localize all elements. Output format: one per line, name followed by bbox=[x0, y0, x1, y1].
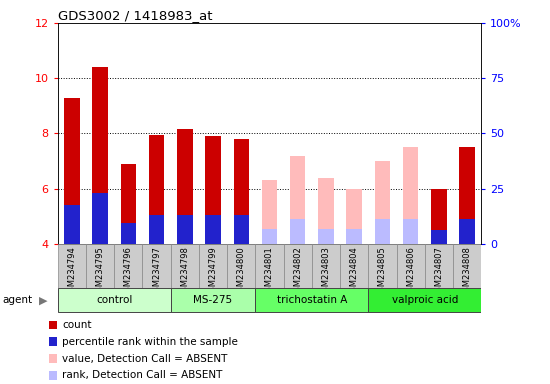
Bar bbox=[262, 228, 277, 244]
Bar bbox=[318, 177, 334, 244]
Bar bbox=[431, 230, 447, 244]
Text: valproic acid: valproic acid bbox=[392, 295, 458, 305]
Text: GSM234798: GSM234798 bbox=[180, 246, 189, 297]
Bar bbox=[397, 244, 425, 288]
Bar bbox=[368, 288, 481, 313]
Bar bbox=[58, 288, 170, 313]
Text: GSM234797: GSM234797 bbox=[152, 246, 161, 297]
Text: percentile rank within the sample: percentile rank within the sample bbox=[62, 337, 238, 347]
Bar bbox=[368, 244, 397, 288]
Bar bbox=[92, 67, 108, 244]
Text: GSM234805: GSM234805 bbox=[378, 246, 387, 297]
Text: MS-275: MS-275 bbox=[194, 295, 233, 305]
Bar bbox=[453, 244, 481, 288]
Bar bbox=[205, 136, 221, 244]
Text: GSM234801: GSM234801 bbox=[265, 246, 274, 297]
Bar bbox=[64, 98, 80, 244]
Bar bbox=[86, 244, 114, 288]
Bar bbox=[170, 244, 199, 288]
Bar bbox=[375, 161, 390, 244]
Bar bbox=[346, 189, 362, 244]
Text: GDS3002 / 1418983_at: GDS3002 / 1418983_at bbox=[58, 9, 212, 22]
Bar bbox=[142, 244, 170, 288]
Bar bbox=[49, 321, 57, 329]
Bar bbox=[49, 354, 57, 363]
Bar bbox=[149, 215, 164, 244]
Text: GSM234800: GSM234800 bbox=[236, 246, 246, 297]
Text: trichostatin A: trichostatin A bbox=[277, 295, 347, 305]
Bar bbox=[49, 371, 57, 380]
Bar bbox=[64, 205, 80, 244]
Bar bbox=[290, 156, 305, 244]
Bar bbox=[177, 215, 192, 244]
Text: GSM234802: GSM234802 bbox=[293, 246, 303, 297]
Bar bbox=[114, 244, 142, 288]
Bar bbox=[459, 147, 475, 244]
Bar bbox=[346, 228, 362, 244]
Text: GSM234796: GSM234796 bbox=[124, 246, 133, 297]
Bar bbox=[255, 244, 284, 288]
Text: rank, Detection Call = ABSENT: rank, Detection Call = ABSENT bbox=[62, 371, 222, 381]
Bar bbox=[227, 244, 255, 288]
Bar bbox=[431, 189, 447, 244]
Bar bbox=[170, 288, 255, 313]
Text: GSM234808: GSM234808 bbox=[463, 246, 472, 297]
Bar bbox=[49, 338, 57, 346]
Text: GSM234799: GSM234799 bbox=[208, 246, 218, 297]
Text: GSM234795: GSM234795 bbox=[96, 246, 104, 297]
Bar bbox=[290, 219, 305, 244]
Text: count: count bbox=[62, 320, 91, 330]
Text: GSM234803: GSM234803 bbox=[321, 246, 331, 297]
Text: control: control bbox=[96, 295, 133, 305]
Bar bbox=[284, 244, 312, 288]
Bar bbox=[262, 180, 277, 244]
Text: GSM234806: GSM234806 bbox=[406, 246, 415, 297]
Bar bbox=[92, 193, 108, 244]
Bar bbox=[120, 164, 136, 244]
Text: value, Detection Call = ABSENT: value, Detection Call = ABSENT bbox=[62, 354, 227, 364]
Text: ▶: ▶ bbox=[39, 295, 47, 306]
Bar bbox=[199, 244, 227, 288]
Bar bbox=[58, 244, 86, 288]
Text: agent: agent bbox=[3, 295, 33, 306]
Bar bbox=[255, 288, 368, 313]
Bar bbox=[234, 215, 249, 244]
Text: GSM234804: GSM234804 bbox=[350, 246, 359, 297]
Bar bbox=[375, 219, 390, 244]
Bar bbox=[403, 219, 419, 244]
Text: GSM234794: GSM234794 bbox=[67, 246, 76, 297]
Text: GSM234807: GSM234807 bbox=[434, 246, 443, 297]
Bar bbox=[403, 147, 419, 244]
Bar bbox=[149, 135, 164, 244]
Bar bbox=[312, 244, 340, 288]
Bar bbox=[205, 215, 221, 244]
Bar bbox=[234, 139, 249, 244]
Bar bbox=[459, 219, 475, 244]
Bar bbox=[177, 129, 192, 244]
Bar bbox=[120, 223, 136, 244]
Bar bbox=[425, 244, 453, 288]
Bar bbox=[318, 228, 334, 244]
Bar bbox=[340, 244, 368, 288]
